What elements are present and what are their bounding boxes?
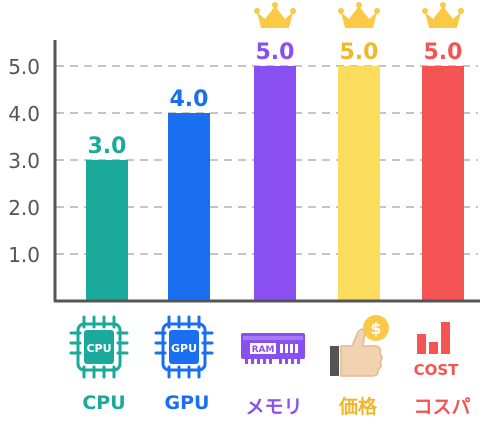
crown-icon	[338, 2, 380, 28]
value-label-price: 5.0	[340, 40, 379, 65]
y-tick-label: 4.0	[8, 102, 40, 126]
crown-icon	[422, 2, 464, 28]
svg-text:CPU: CPU	[86, 342, 111, 355]
svg-text:$: $	[370, 319, 381, 338]
axes	[53, 40, 480, 303]
bar-gpu	[168, 113, 210, 301]
y-tick-label: 1.0	[8, 243, 40, 267]
gpu-chip-icon: GPU	[154, 315, 214, 379]
category-label-cost-performance: コスパ	[413, 396, 471, 418]
y-tick-label: 2.0	[8, 196, 40, 220]
ram-module-icon: RAM	[241, 333, 305, 364]
value-labels: 3.0 4.0 5.0 5.0 5.0	[88, 40, 463, 159]
value-label-gpu: 4.0	[170, 87, 209, 112]
category-label-memory: メモリ	[245, 396, 303, 418]
svg-text:RAM: RAM	[252, 345, 275, 355]
y-tick-label: 3.0	[8, 149, 40, 173]
crowns	[254, 2, 464, 28]
bar-price	[338, 66, 380, 301]
value-label-cpu: 3.0	[88, 134, 127, 159]
svg-text:GPU: GPU	[171, 342, 197, 355]
thumbs-up-coin-icon: $	[330, 315, 389, 377]
bar-cpu	[86, 160, 128, 301]
value-label-cost-performance: 5.0	[424, 40, 463, 65]
category-label-price: 価格	[338, 396, 377, 418]
cpu-chip-icon: CPU	[69, 315, 129, 379]
y-tick-label: 5.0	[8, 55, 40, 79]
y-tick-labels: 1.0 2.0 3.0 4.0 5.0	[8, 55, 40, 267]
category-label-gpu: GPU	[164, 392, 210, 414]
value-label-memory: 5.0	[256, 40, 295, 65]
category-label-cpu: CPU	[82, 392, 126, 414]
bar-cost-performance	[422, 66, 464, 301]
crown-icon	[254, 2, 296, 28]
bars	[86, 66, 464, 301]
bar-memory	[254, 66, 296, 301]
svg-text:COST: COST	[414, 361, 460, 379]
cost-bar-icon: COST	[414, 322, 460, 379]
